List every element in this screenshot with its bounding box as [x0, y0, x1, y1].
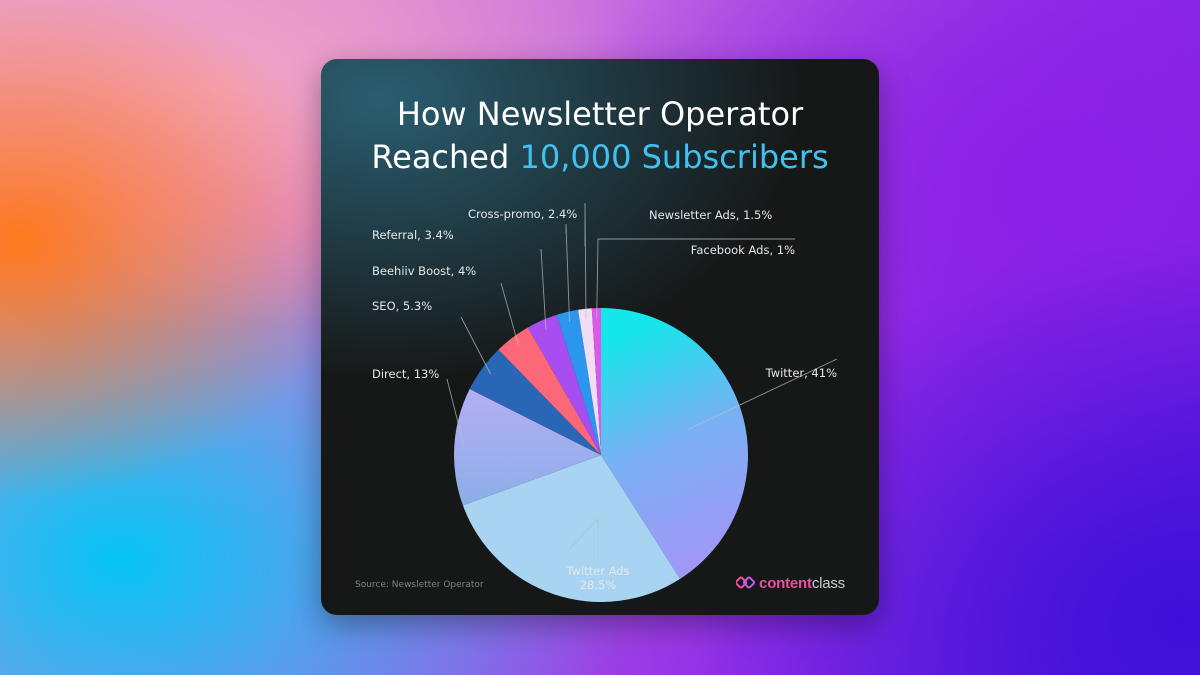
pie-slice-referral — [527, 314, 601, 455]
source-note: Source: Newsletter Operator — [355, 580, 484, 590]
pie-slice-cross-promo — [556, 309, 601, 455]
brand-mark-icon — [736, 576, 756, 589]
pie-slice-facebook-ads — [591, 308, 601, 455]
leader-line-seo — [460, 316, 491, 375]
slice-label-twitter-ads-line-1: Twitter Ads — [565, 564, 629, 578]
brand-logo: content class — [736, 574, 845, 592]
slice-label-referral: Referral, 3.4% — [372, 228, 454, 242]
slice-label-twitter: Twitter, 41% — [765, 366, 837, 380]
chart-title: How Newsletter Operator Reached 10,000 S… — [321, 93, 879, 179]
leader-line-twitter — [687, 358, 838, 431]
leader-line-facebook-ads — [596, 238, 795, 319]
title-line-1: How Newsletter Operator — [396, 95, 804, 133]
pie-slice-seo — [469, 349, 601, 455]
pie-slice-twitter — [601, 308, 748, 579]
pie-slice-beehiiv-boost — [498, 327, 601, 455]
leader-line-twitter-ads — [568, 517, 599, 559]
leader-line-referral — [540, 248, 547, 330]
pie-slice-twitter-ads — [462, 455, 681, 602]
slice-label-facebook-ads: Facebook Ads, 1% — [691, 243, 795, 257]
title-line-2-prefix: Reached — [371, 138, 520, 176]
slice-label-beehiiv-boost: Beehiiv Boost, 4% — [372, 264, 476, 278]
leader-line-direct — [446, 378, 465, 448]
slice-label-newsletter-ads: Newsletter Ads, 1.5% — [649, 208, 772, 222]
leader-line-cross-promo — [565, 223, 570, 322]
chart-card: How Newsletter Operator Reached 10,000 S… — [321, 59, 879, 615]
leader-line-newsletter-ads — [584, 202, 587, 319]
pie-slice-direct — [454, 388, 601, 506]
slice-label-cross-promo: Cross-promo, 2.4% — [468, 207, 577, 221]
slice-label-seo: SEO, 5.3% — [372, 299, 432, 313]
pie-slice-newsletter-ads — [578, 308, 601, 455]
brand-name-bold: content — [759, 574, 812, 592]
brand-name-regular: class — [811, 574, 845, 592]
slice-label-twitter-ads-line-2: 28.5% — [580, 578, 617, 592]
slice-label-direct: Direct, 13% — [372, 367, 439, 381]
leader-line-beehiiv-boost — [500, 282, 519, 346]
title-highlight: 10,000 Subscribers — [519, 138, 829, 176]
